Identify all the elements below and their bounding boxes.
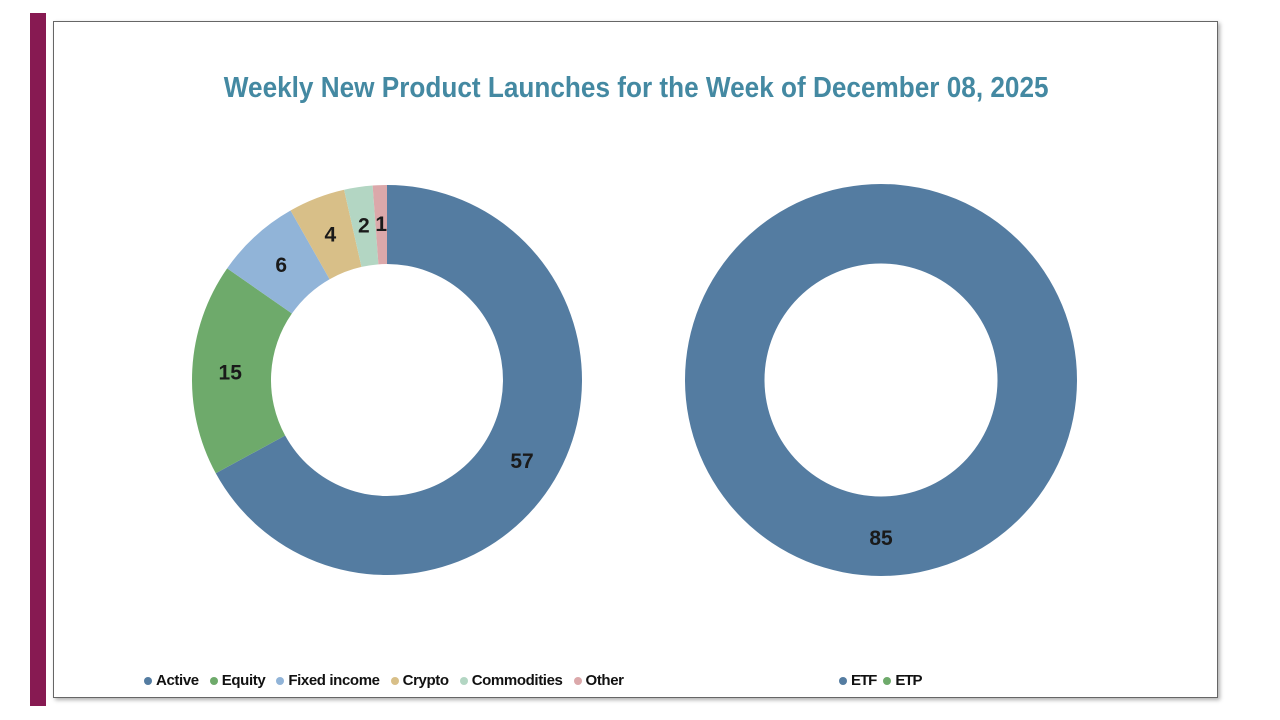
svg-text:1: 1 [375,213,387,236]
svg-text:15: 15 [219,361,243,384]
svg-text:4: 4 [324,224,336,247]
svg-text:85: 85 [869,527,893,550]
svg-text:57: 57 [510,450,533,473]
svg-text:6: 6 [275,254,287,277]
svg-text:2: 2 [358,215,370,238]
